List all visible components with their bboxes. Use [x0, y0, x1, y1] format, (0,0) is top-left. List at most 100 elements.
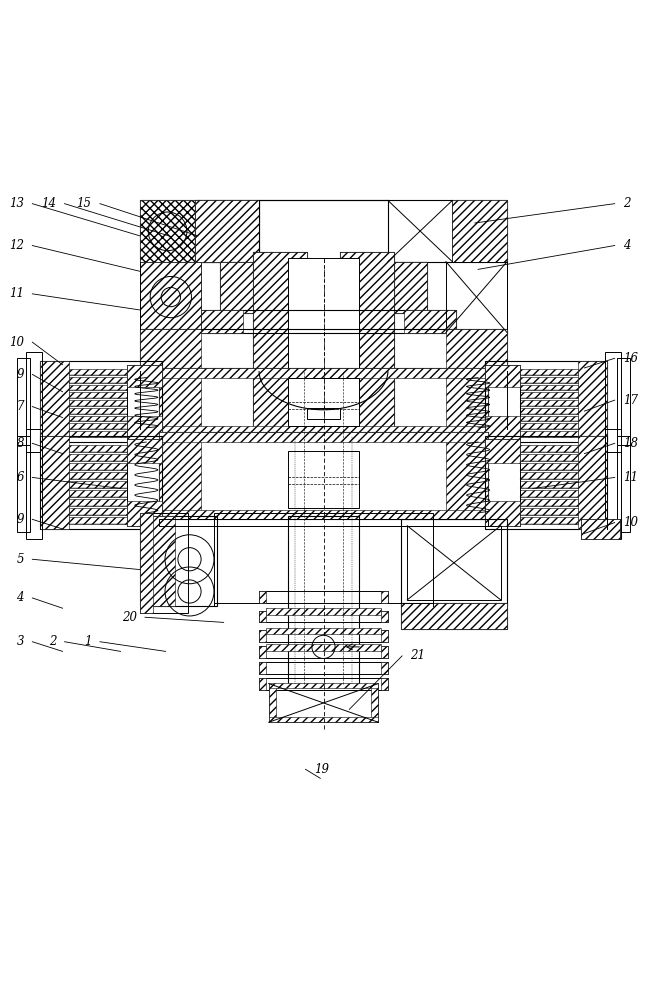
Bar: [69, 423, 127, 429]
Text: 3: 3: [16, 635, 24, 648]
Bar: [127, 365, 162, 387]
Bar: [159, 368, 488, 378]
Bar: [140, 329, 507, 371]
Bar: [520, 472, 578, 479]
Bar: [17, 436, 30, 532]
Text: 4: 4: [16, 591, 24, 604]
Bar: [485, 439, 520, 463]
Bar: [520, 408, 578, 414]
Bar: [452, 200, 507, 262]
Bar: [69, 445, 127, 452]
Bar: [140, 516, 175, 606]
Bar: [288, 516, 359, 684]
Bar: [307, 408, 340, 419]
Bar: [259, 611, 388, 622]
Bar: [159, 510, 488, 519]
Bar: [69, 377, 127, 383]
Bar: [385, 262, 426, 313]
Bar: [485, 436, 607, 529]
Bar: [452, 200, 507, 262]
Bar: [26, 352, 42, 452]
Bar: [400, 519, 507, 606]
Text: 5: 5: [16, 553, 24, 566]
Bar: [140, 200, 195, 262]
Bar: [69, 385, 127, 390]
Bar: [340, 252, 395, 429]
Bar: [140, 516, 217, 606]
Bar: [69, 369, 127, 375]
Bar: [140, 200, 507, 262]
Bar: [520, 400, 578, 406]
Bar: [259, 591, 265, 603]
Bar: [140, 200, 195, 262]
Bar: [265, 644, 382, 651]
Bar: [40, 436, 69, 529]
Bar: [69, 454, 127, 461]
Bar: [520, 416, 578, 421]
Bar: [69, 508, 127, 515]
Bar: [520, 445, 578, 452]
Bar: [69, 499, 127, 506]
Text: 15: 15: [76, 197, 92, 210]
Bar: [265, 608, 382, 615]
Bar: [252, 252, 307, 429]
Bar: [520, 423, 578, 429]
Bar: [159, 368, 201, 436]
Bar: [269, 684, 378, 722]
Text: 11: 11: [9, 287, 24, 300]
Bar: [340, 252, 395, 429]
Bar: [269, 717, 378, 722]
Bar: [382, 591, 388, 603]
Bar: [259, 678, 388, 690]
Text: 20: 20: [122, 611, 137, 624]
Bar: [192, 310, 455, 333]
Bar: [127, 501, 162, 526]
Bar: [485, 361, 607, 442]
Bar: [159, 368, 488, 436]
Text: 12: 12: [9, 239, 24, 252]
Bar: [446, 329, 507, 371]
Bar: [288, 378, 359, 426]
Bar: [259, 646, 388, 658]
Bar: [69, 472, 127, 479]
Bar: [382, 630, 388, 642]
Bar: [446, 368, 488, 436]
Bar: [259, 662, 265, 674]
Bar: [581, 519, 620, 539]
Bar: [520, 490, 578, 497]
Bar: [259, 611, 265, 622]
Bar: [159, 426, 488, 436]
Bar: [265, 628, 382, 634]
Bar: [400, 603, 507, 629]
Bar: [288, 258, 359, 416]
Bar: [617, 436, 630, 532]
Bar: [520, 369, 578, 375]
Bar: [578, 361, 607, 442]
Bar: [221, 262, 262, 313]
Text: 16: 16: [623, 352, 638, 365]
Bar: [159, 432, 488, 519]
Bar: [259, 678, 265, 690]
Bar: [288, 451, 359, 508]
Text: 2: 2: [49, 635, 56, 648]
Bar: [140, 329, 201, 371]
Bar: [520, 499, 578, 506]
Bar: [520, 481, 578, 488]
Bar: [221, 262, 426, 313]
Bar: [520, 392, 578, 398]
Bar: [214, 513, 433, 526]
Bar: [259, 646, 265, 658]
Bar: [259, 662, 388, 674]
Bar: [69, 408, 127, 414]
Bar: [382, 662, 388, 674]
Bar: [127, 439, 162, 526]
Bar: [382, 646, 388, 658]
Bar: [259, 630, 265, 642]
Bar: [69, 431, 127, 437]
Bar: [407, 526, 501, 600]
Bar: [140, 200, 208, 262]
Bar: [520, 377, 578, 383]
Bar: [159, 432, 488, 442]
Bar: [40, 361, 69, 442]
Bar: [69, 517, 127, 524]
